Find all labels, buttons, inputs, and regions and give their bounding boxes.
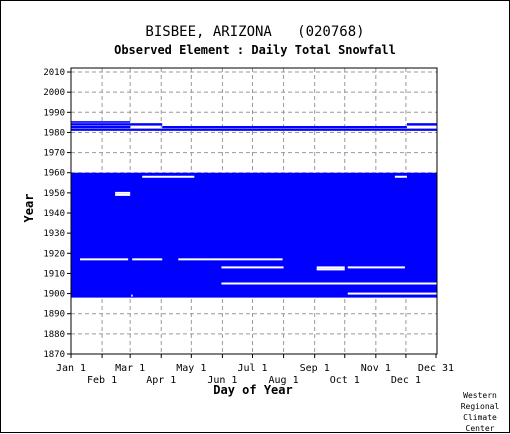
credit-text: Western Regional Climate Center [460,391,500,433]
y-tick-label: 1910 [43,269,65,279]
data-block [71,123,131,126]
chart-subtitle: Observed Element : Daily Total Snowfall [114,43,396,57]
y-tick-label: 1930 [43,229,65,239]
x-tick-label: Sep 1 [300,363,330,374]
missing-gap [80,258,129,261]
missing-gap [115,193,131,196]
missing-gap [142,175,195,178]
missing-gap [316,268,345,271]
data-block [71,121,131,123]
y-tick-label: 1970 [43,149,65,159]
data-block [406,123,437,126]
x-tick-label: Oct 1 [330,375,360,386]
y-tick-label: 1880 [43,330,65,340]
x-tick-label: Nov 1 [361,363,391,374]
y-axis-label: Year [22,194,36,223]
y-tick-label: 2010 [43,68,65,78]
y-tick-label: 1990 [43,108,65,118]
missing-gap [221,282,437,285]
x-tick-label: May 1 [176,363,206,374]
y-tick-label: 1870 [43,350,65,360]
x-tick-label: Dec 31 [418,363,454,374]
y-tick-label: 1980 [43,128,65,138]
x-axis-label: Day of Year [213,383,292,397]
x-tick-label: Jul 1 [237,363,267,374]
missing-gap [316,266,345,269]
x-tick-label: Dec 1 [391,375,421,386]
x-tick-label: Mar 1 [115,363,145,374]
x-tick-label: Feb 1 [87,375,117,386]
y-tick-label: 2000 [43,88,65,98]
data-block [71,172,437,298]
missing-gap [132,258,163,261]
data-block [71,126,131,129]
y-tick-label: 1900 [43,290,65,300]
data-block [162,126,407,129]
x-tick-label: Aug 1 [269,375,299,386]
chart-title: BISBEE, ARIZONA (020768) [145,24,365,40]
y-tick-label: 1940 [43,209,65,219]
missing-gap [347,292,437,295]
x-tick-label: Jun 1 [207,375,237,386]
y-tick-label: 1960 [43,169,65,179]
data-block [71,128,437,131]
missing-gap [178,258,283,261]
missing-gap [221,266,284,269]
x-tick-label: Jan 1 [56,363,86,374]
missing-gaps [80,175,437,297]
missing-gap [131,294,133,297]
data-blocks [71,121,437,298]
x-tick-label: Apr 1 [146,375,176,386]
missing-gap [394,175,407,178]
y-tick-label: 1920 [43,249,65,259]
data-block [130,123,163,126]
y-tick-label: 1890 [43,310,65,320]
plot-area-border [70,67,438,355]
axes: 1870 1880 1890 1900 1910 1920 1930 1940 1950 1960… [43,68,454,386]
missing-gap [347,266,405,269]
y-tick-label: 1950 [43,189,65,199]
missing-gap [115,191,131,194]
